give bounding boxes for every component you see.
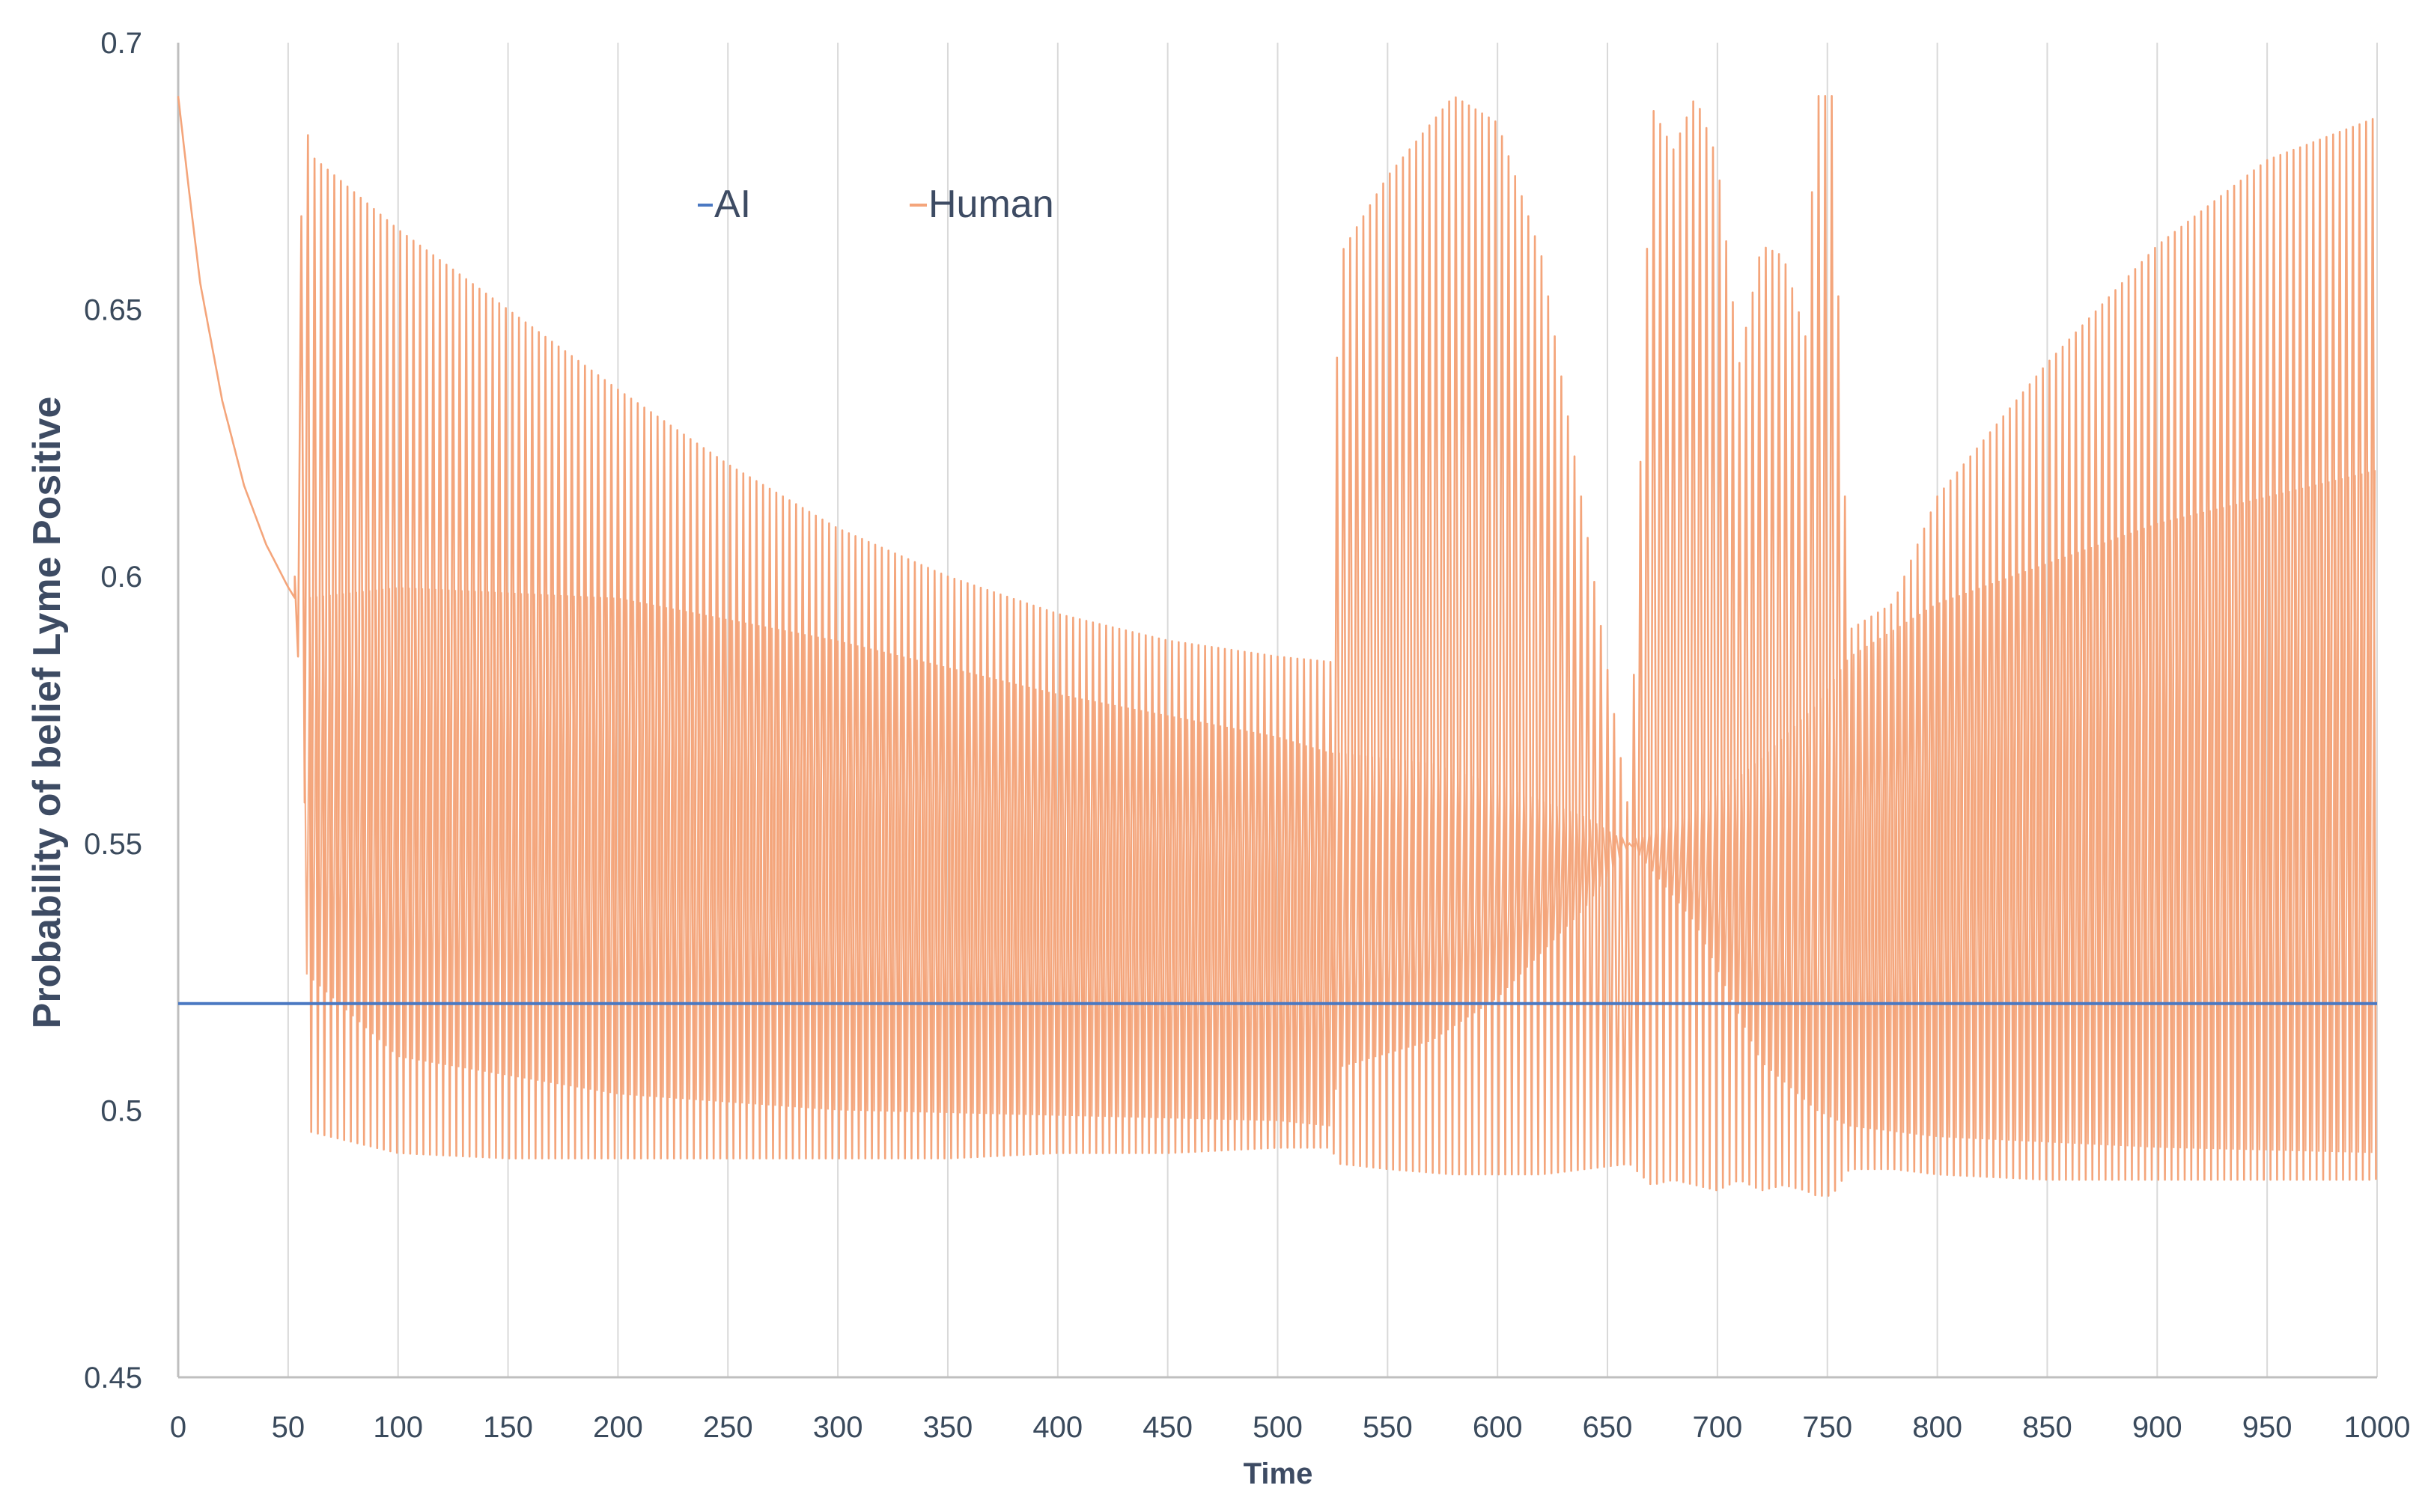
x-tick-label: 450 <box>1143 1411 1193 1444</box>
x-tick-label: 900 <box>2132 1411 2182 1444</box>
x-tick-label: 400 <box>1032 1411 1083 1444</box>
x-tick-label: 350 <box>923 1411 973 1444</box>
human-series-line <box>177 95 2377 1197</box>
y-axis-title: Probability of belief Lyme Positive <box>25 397 69 1029</box>
x-tick-label: 500 <box>1253 1411 1303 1444</box>
x-tick-label: 950 <box>2242 1411 2292 1444</box>
x-tick-label: 1000 <box>2344 1411 2411 1444</box>
axes <box>177 43 2377 1379</box>
x-tick-label: 50 <box>272 1411 305 1444</box>
x-tick-label: 800 <box>1912 1411 1962 1444</box>
y-tick-label: 0.6 <box>100 561 142 594</box>
x-axis-title: Time <box>1244 1457 1313 1490</box>
series-area <box>177 95 2377 1197</box>
x-tick-label: 250 <box>703 1411 753 1444</box>
x-tick-label: 600 <box>1473 1411 1523 1444</box>
y-tick-label: 0.5 <box>100 1094 142 1127</box>
legend: AI Human <box>698 183 1054 226</box>
y-tick-label: 0.55 <box>84 828 142 861</box>
y-tick-label: 0.65 <box>84 294 142 327</box>
legend-ai-label: AI <box>714 183 751 226</box>
y-tick-label: 0.45 <box>84 1362 142 1394</box>
y-tick-label: 0.7 <box>100 27 142 60</box>
x-tick-label: 850 <box>2022 1411 2072 1444</box>
tick-labels: 0 50 100 150 200 250 300 350 400 450 500 550 600 650 7… <box>84 27 2410 1444</box>
x-tick-label: 200 <box>593 1411 643 1444</box>
x-tick-label: 0 <box>170 1411 186 1444</box>
x-tick-label: 750 <box>1802 1411 1852 1444</box>
x-tick-label: 300 <box>813 1411 863 1444</box>
x-tick-label: 700 <box>1693 1411 1743 1444</box>
x-tick-label: 650 <box>1583 1411 1633 1444</box>
x-tick-label: 150 <box>483 1411 533 1444</box>
legend-human-label: Human <box>928 183 1054 226</box>
x-tick-label: 550 <box>1363 1411 1413 1444</box>
x-tick-label: 100 <box>373 1411 423 1444</box>
